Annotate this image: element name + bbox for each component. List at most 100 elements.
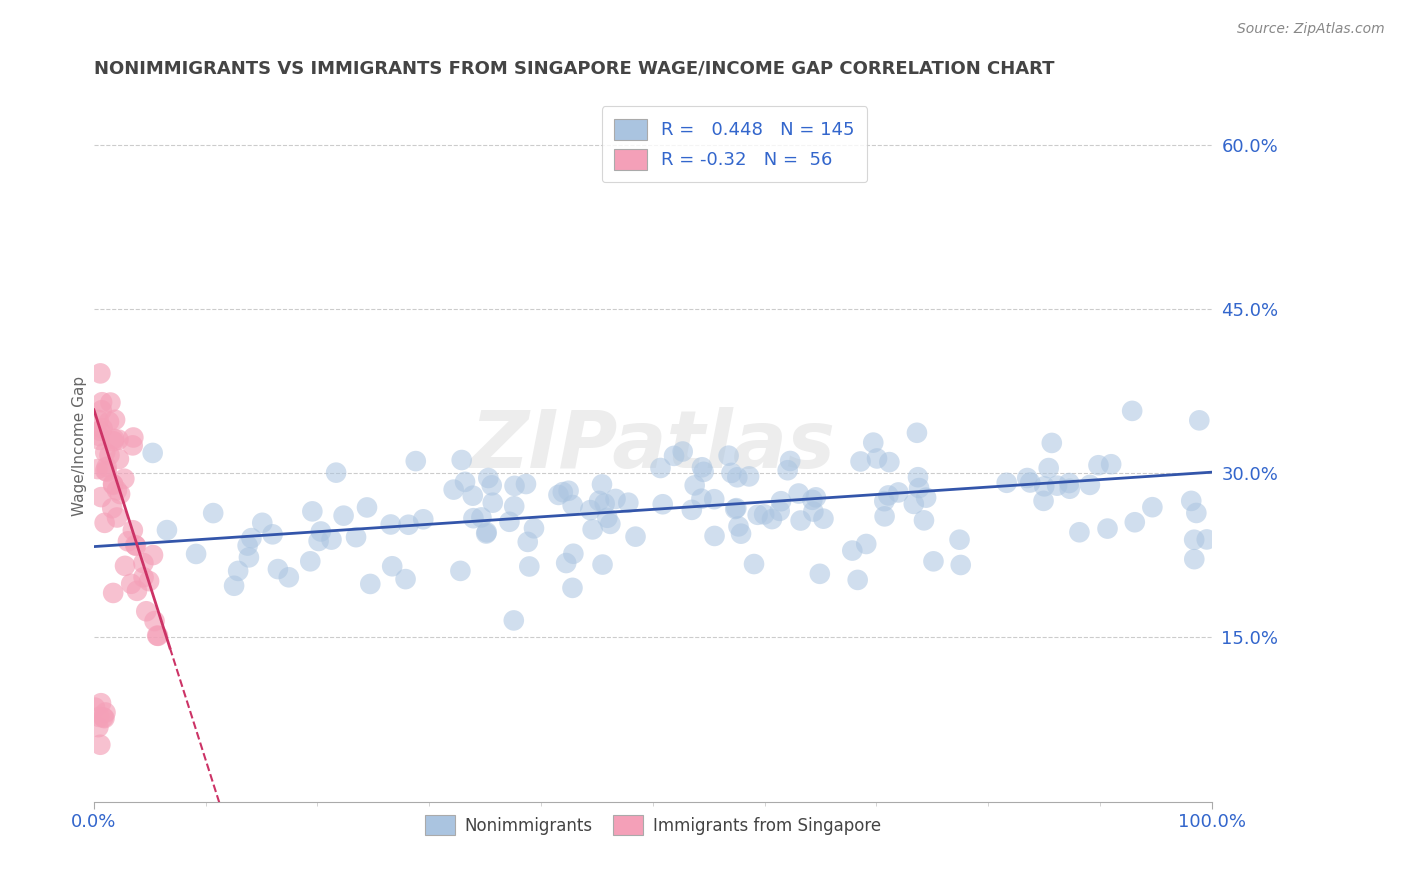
Point [122, 430, 145, 444]
Point [477, 471, 499, 485]
Point [105, 483, 128, 498]
Point [125, 539, 148, 553]
Point [94, 445, 117, 459]
Point [879, 455, 901, 469]
Point [747, 508, 769, 522]
Point [561, 581, 583, 595]
Point [651, 497, 673, 511]
Point [915, 491, 938, 505]
Point [1180, 494, 1202, 508]
Point [908, 481, 931, 495]
Point [503, 500, 526, 514]
Point [359, 577, 381, 591]
Point [503, 479, 526, 493]
Point [579, 503, 602, 517]
Point [1032, 494, 1054, 508]
Point [238, 550, 260, 565]
Point [582, 522, 605, 536]
Point [803, 505, 825, 519]
Point [461, 489, 484, 503]
Point [332, 508, 354, 523]
Point [624, 530, 647, 544]
Point [101, 477, 124, 491]
Point [87, 720, 110, 734]
Point [103, 477, 125, 491]
Point [252, 516, 274, 530]
Point [98, 448, 121, 462]
Point [412, 512, 434, 526]
Point [1078, 478, 1101, 492]
Point [84, 700, 107, 714]
Point [104, 413, 127, 427]
Point [1182, 533, 1205, 547]
Point [89, 429, 111, 443]
Point [515, 477, 537, 491]
Point [877, 488, 900, 502]
Point [301, 504, 323, 518]
Point [1040, 436, 1063, 450]
Point [769, 504, 792, 518]
Point [89, 367, 111, 381]
Point [912, 513, 935, 527]
Point [96, 460, 118, 475]
Point [516, 535, 538, 549]
Point [138, 574, 160, 588]
Point [344, 530, 367, 544]
Point [683, 478, 706, 492]
Point [481, 496, 503, 510]
Point [801, 492, 824, 507]
Point [730, 526, 752, 541]
Point [905, 425, 928, 440]
Point [202, 506, 225, 520]
Point [450, 453, 472, 467]
Point [517, 559, 540, 574]
Point [308, 533, 330, 548]
Point [103, 432, 125, 446]
Point [922, 554, 945, 568]
Point [742, 557, 765, 571]
Point [325, 466, 347, 480]
Point [112, 472, 135, 486]
Point [873, 509, 896, 524]
Point [299, 554, 322, 568]
Point [89, 738, 111, 752]
Point [146, 629, 169, 643]
Point [1069, 525, 1091, 540]
Point [277, 570, 299, 584]
Point [93, 710, 115, 724]
Point [547, 488, 569, 502]
Point [692, 465, 714, 479]
Point [808, 566, 831, 581]
Point [156, 523, 179, 537]
Point [681, 503, 703, 517]
Point [720, 466, 742, 480]
Point [813, 511, 835, 525]
Point [1185, 506, 1208, 520]
Y-axis label: Wage/Income Gap: Wage/Income Gap [72, 376, 87, 516]
Point [93, 516, 115, 530]
Point [121, 523, 143, 537]
Point [752, 508, 775, 522]
Point [690, 491, 713, 506]
Point [135, 604, 157, 618]
Point [454, 475, 477, 489]
Point [841, 543, 863, 558]
Point [873, 494, 896, 508]
Point [100, 395, 122, 409]
Point [588, 494, 610, 508]
Point [184, 547, 207, 561]
Point [1017, 471, 1039, 485]
Point [605, 491, 627, 506]
Point [779, 454, 801, 468]
Point [405, 454, 427, 468]
Point [862, 435, 884, 450]
Point [87, 413, 110, 427]
Point [703, 492, 725, 507]
Point [523, 521, 546, 535]
Point [94, 706, 117, 720]
Point [89, 710, 111, 724]
Point [114, 558, 136, 573]
Point [394, 572, 416, 586]
Point [866, 451, 889, 466]
Point [91, 395, 114, 409]
